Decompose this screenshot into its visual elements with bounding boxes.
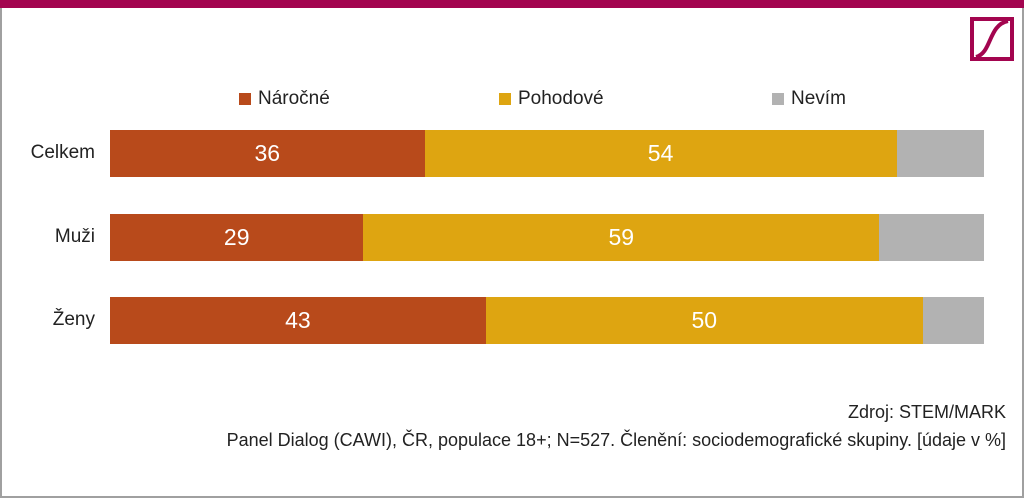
data-label: 50 (691, 307, 718, 333)
legend-swatch (239, 93, 251, 105)
legend-item: Náročné (239, 88, 330, 110)
stem-logo-icon (970, 17, 1014, 61)
bar-segment (879, 214, 984, 261)
data-label: 43 (285, 307, 311, 333)
source-text: Zdroj: STEM/MARK (847, 402, 1006, 422)
data-label: 36 (254, 140, 281, 166)
legend-swatch (772, 93, 784, 105)
category-label: Muži (54, 226, 95, 247)
bar-segment (896, 130, 984, 177)
bar-segment: 54 (424, 130, 897, 177)
legend-swatch (499, 93, 511, 105)
bar-segment (922, 297, 984, 344)
legend-label: Nevím (791, 88, 846, 109)
bar-segment: 50 (485, 297, 923, 344)
category-label: Celkem (30, 142, 95, 163)
legend-label: Náročné (258, 88, 330, 109)
legend-label: Pohodové (518, 88, 604, 109)
legend-item: Pohodové (499, 88, 604, 110)
data-label: 29 (223, 224, 250, 250)
data-label: 59 (608, 224, 635, 250)
category-label: Ženy (52, 309, 95, 330)
bar-segment: 59 (363, 214, 880, 261)
bar-segment: 43 (110, 297, 486, 344)
bar-segment: 36 (110, 130, 425, 177)
brand-top-bar (0, 0, 1024, 8)
bar-segment: 29 (110, 214, 364, 261)
note-text: Panel Dialog (CAWI), ČR, populace 18+; N… (226, 430, 1006, 450)
legend-item: Nevím (772, 88, 846, 110)
data-label: 54 (647, 140, 674, 166)
